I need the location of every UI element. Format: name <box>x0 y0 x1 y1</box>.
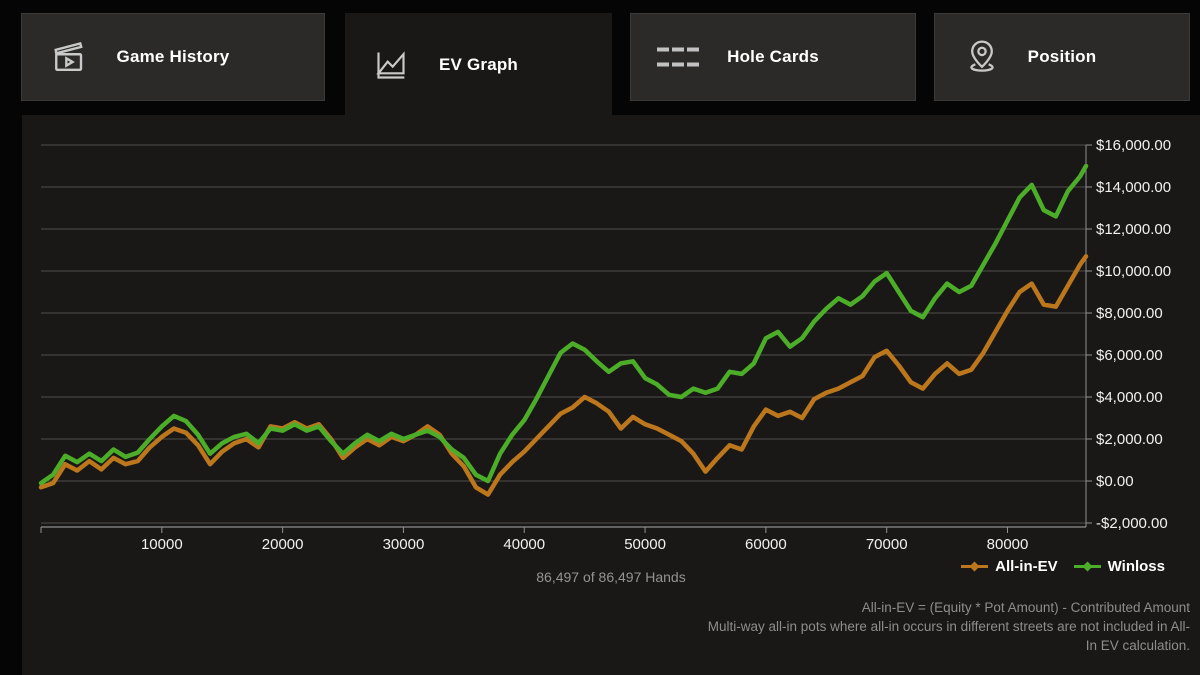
tab-label: Position <box>1027 47 1097 66</box>
footnote-line: Multi-way all-in pots where all-in occur… <box>707 619 1190 634</box>
legend-marker-all-in-ev <box>961 561 989 572</box>
tab-game-history[interactable]: Game History <box>21 13 325 101</box>
tab-label: Hole Cards <box>727 47 819 66</box>
line-chart-icon <box>371 45 411 85</box>
legend-label: All-in-EV <box>995 558 1058 575</box>
legend-winloss[interactable]: Winloss <box>1073 558 1165 575</box>
footnote-line: All-in-EV = (Equity * Pot Amount) - Cont… <box>861 600 1190 615</box>
tab-ev-graph[interactable]: EV Graph <box>345 13 612 117</box>
legend-all-in-ev[interactable]: All-in-EV <box>961 558 1058 575</box>
tab-hole-cards[interactable]: Hole Cards <box>630 13 916 101</box>
chart-legend: All-in-EV Winloss <box>961 558 1165 575</box>
tab-position[interactable]: Position <box>934 13 1190 101</box>
footnote-line: In EV calculation. <box>1085 638 1190 653</box>
legend-label: Winloss <box>1107 558 1165 575</box>
map-pin-icon <box>961 36 1003 78</box>
ev-formula-note: All-in-EV = (Equity * Pot Amount) - Cont… <box>570 598 1190 655</box>
clapperboard-icon <box>48 35 92 79</box>
card-grid-icon <box>657 44 699 71</box>
legend-marker-winloss <box>1073 561 1101 572</box>
tab-label: EV Graph <box>438 55 519 74</box>
hands-count: 86,497 of 86,497 Hands <box>536 569 686 585</box>
tab-label: Game History <box>116 47 230 66</box>
ev-graph-panel <box>22 115 1200 675</box>
